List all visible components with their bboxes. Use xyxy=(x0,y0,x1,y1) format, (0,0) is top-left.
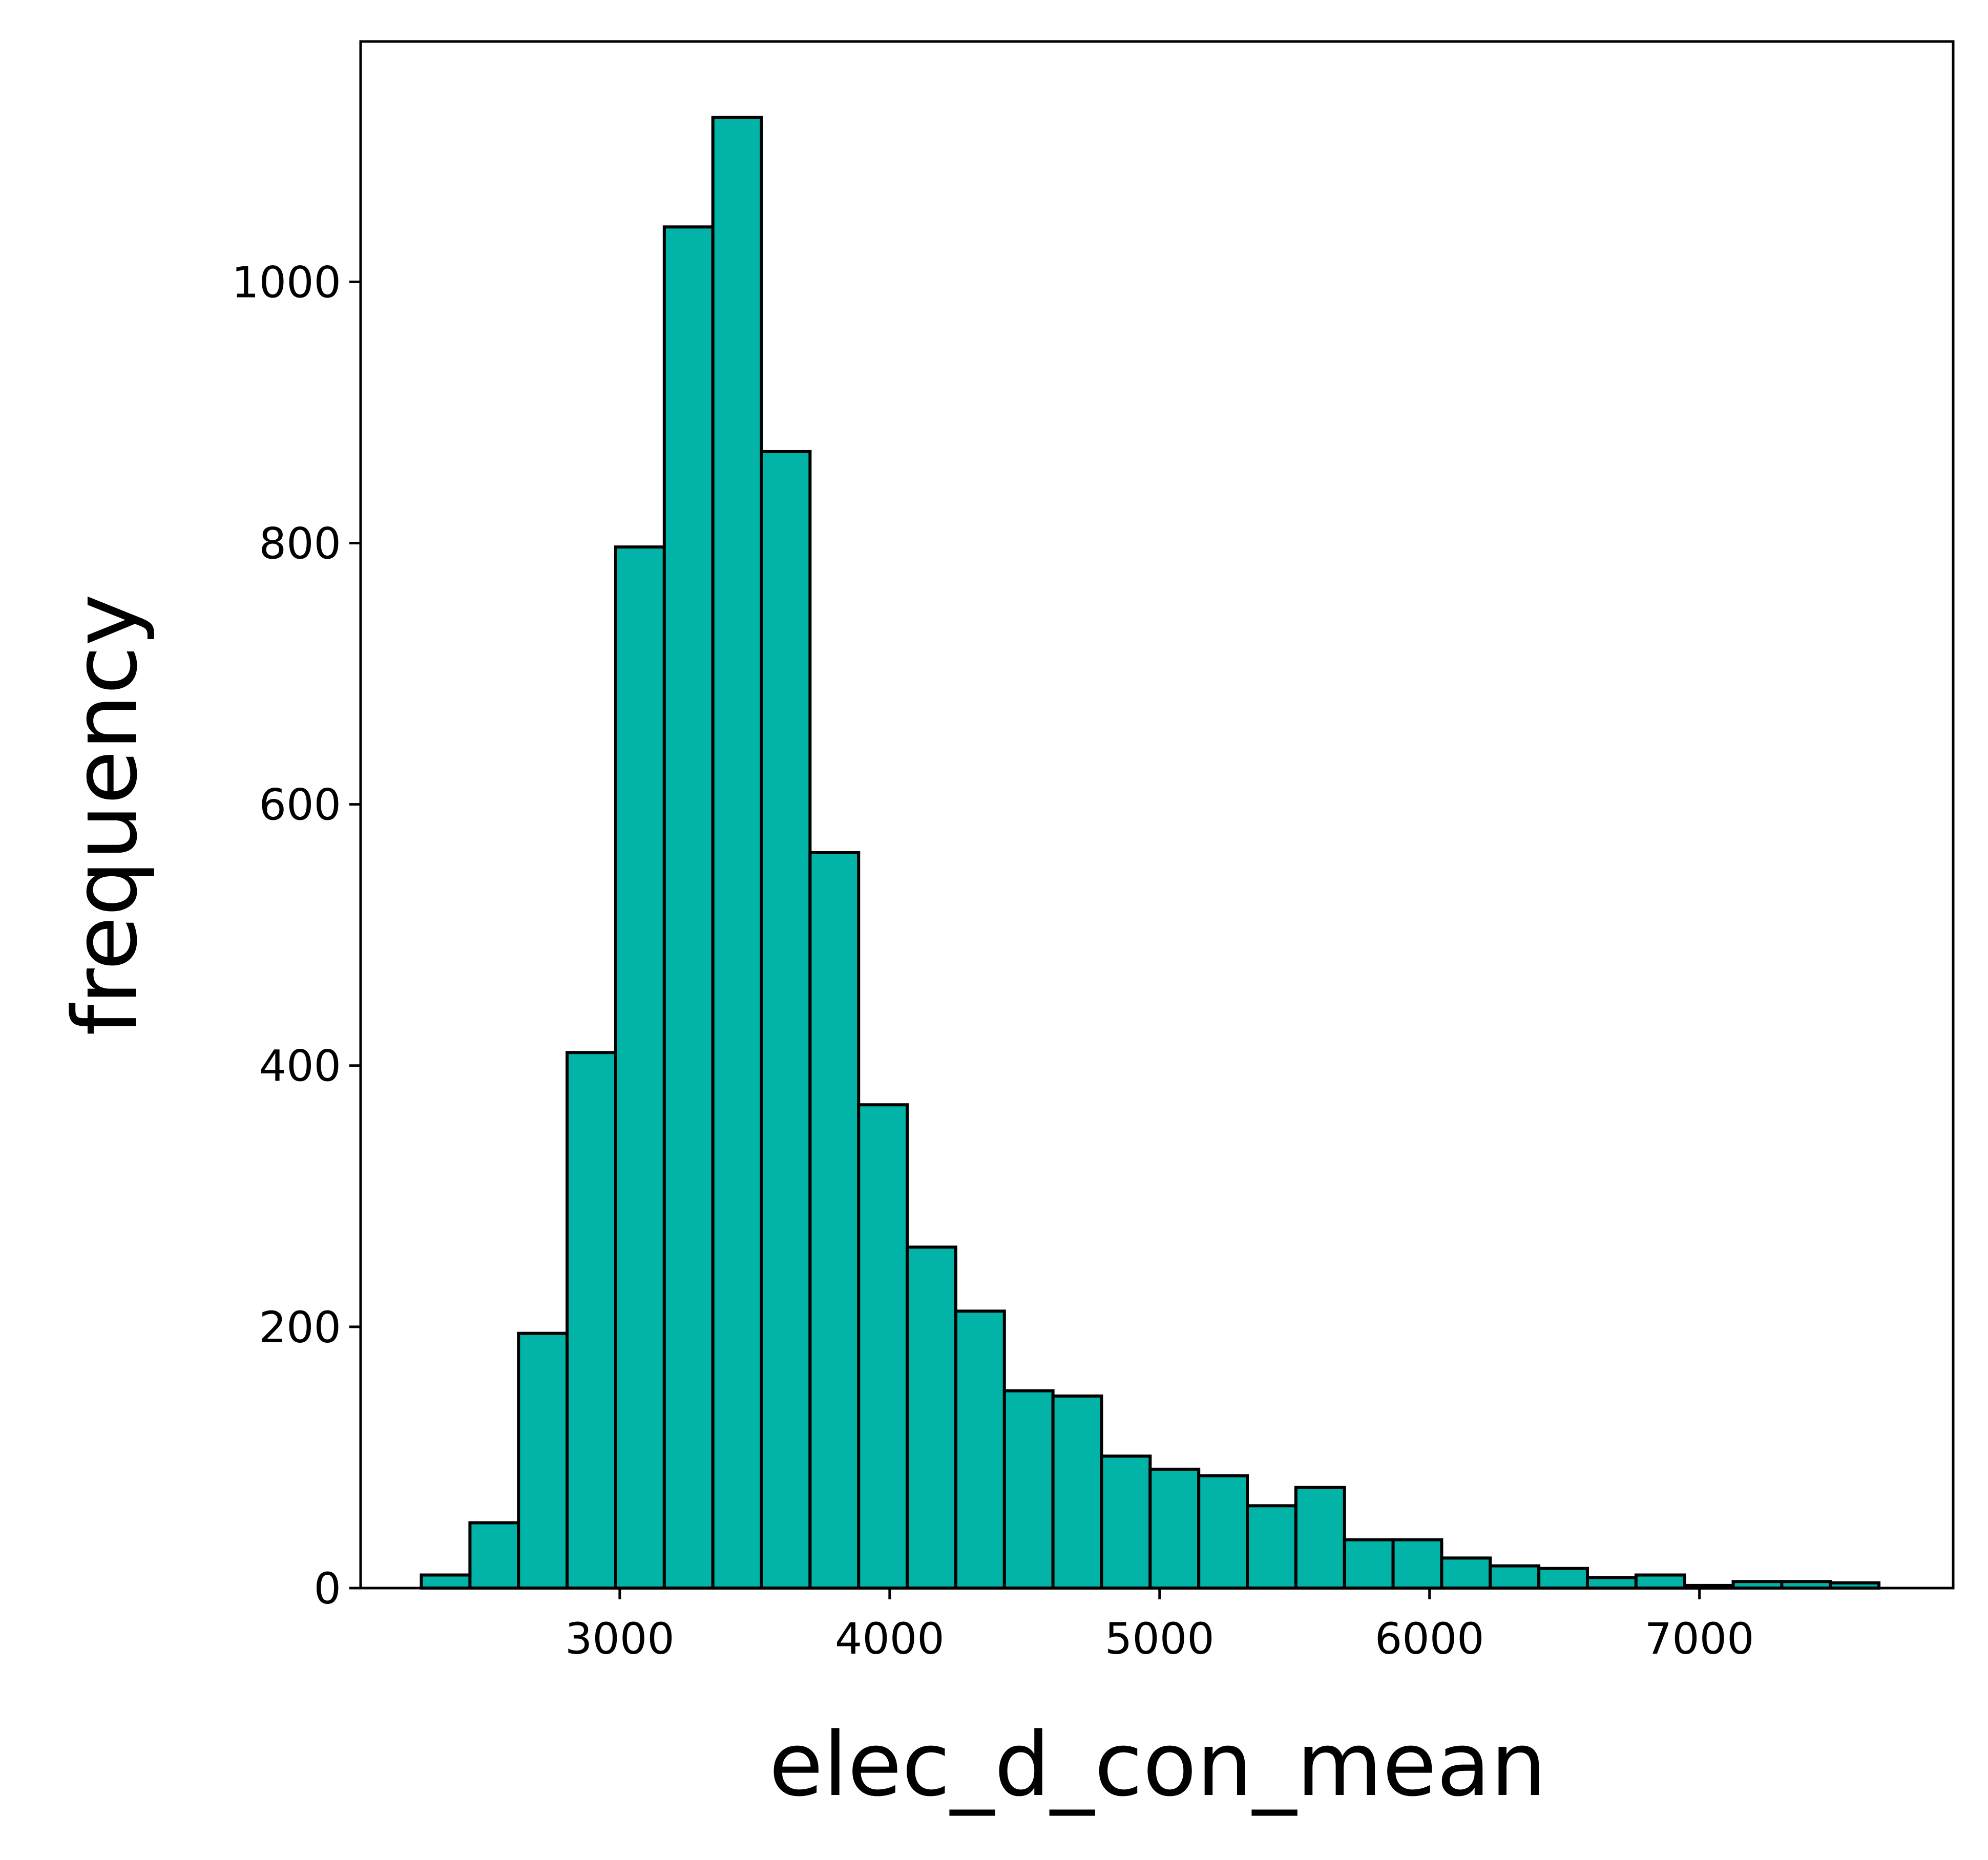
histogram-bar xyxy=(808,851,861,1590)
x-tick-label: 3000 xyxy=(565,1614,675,1664)
histogram-bar xyxy=(1489,1564,1541,1590)
histogram-bar xyxy=(614,545,666,1590)
histogram-bar xyxy=(906,1245,957,1590)
histogram-bar xyxy=(857,1103,909,1590)
y-tick-label: 800 xyxy=(259,518,341,568)
histogram-bar xyxy=(1294,1486,1346,1590)
histogram-bar xyxy=(1537,1567,1589,1590)
histogram-bar xyxy=(1585,1576,1638,1590)
y-tick-label: 200 xyxy=(259,1302,341,1352)
y-axis-label: frequency xyxy=(54,594,157,1036)
histogram-bar xyxy=(1246,1504,1298,1590)
histogram-bar xyxy=(1634,1573,1686,1590)
histogram-bars xyxy=(420,115,1881,1590)
y-tick-label: 600 xyxy=(259,780,341,830)
histogram-bar xyxy=(1051,1394,1103,1590)
x-axis-ticks: 3000 4000 5000 6000 7000 xyxy=(565,1588,1754,1664)
y-tick-label: 0 xyxy=(314,1563,341,1614)
histogram-bar xyxy=(662,225,715,1590)
histogram-bar xyxy=(566,1051,617,1590)
histogram-bar xyxy=(1002,1389,1055,1590)
histogram-bar xyxy=(954,1309,1006,1590)
histogram-bar xyxy=(1343,1538,1395,1590)
x-tick-label: 6000 xyxy=(1375,1614,1484,1664)
histogram-bar xyxy=(760,450,812,1590)
x-tick-label: 5000 xyxy=(1105,1614,1215,1664)
histogram-bar xyxy=(517,1331,569,1590)
histogram-bar xyxy=(1391,1538,1443,1590)
histogram-bar xyxy=(1148,1467,1201,1590)
x-axis-label: elec_d_con_mean xyxy=(769,1713,1546,1816)
plot-frame xyxy=(359,40,1955,1590)
histogram-bar xyxy=(1440,1556,1492,1590)
y-axis-ticks: 0 200 400 600 800 1000 xyxy=(232,257,361,1614)
histogram-bar xyxy=(1197,1474,1249,1590)
histogram-bar xyxy=(1100,1454,1152,1590)
y-tick-label: 400 xyxy=(259,1041,341,1091)
histogram-bar xyxy=(711,115,763,1590)
y-tick-label: 1000 xyxy=(232,257,341,307)
x-tick-label: 7000 xyxy=(1645,1614,1754,1664)
histogram-bar xyxy=(468,1521,520,1590)
histogram-bar xyxy=(420,1573,472,1590)
x-tick-label: 4000 xyxy=(835,1614,945,1664)
